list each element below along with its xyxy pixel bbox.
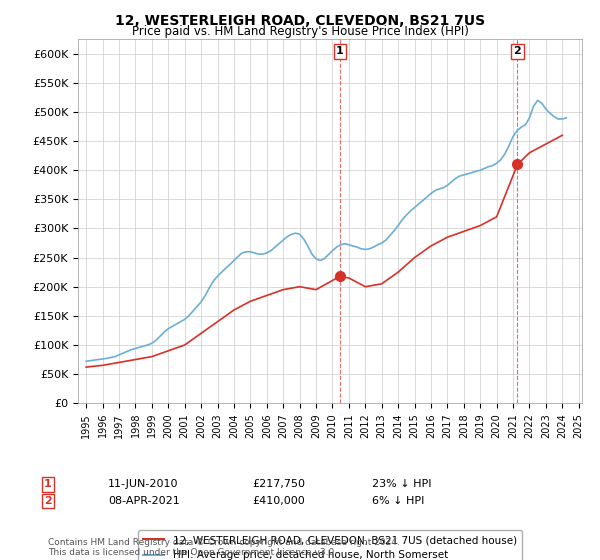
- Text: 1: 1: [336, 46, 344, 57]
- Text: 12, WESTERLEIGH ROAD, CLEVEDON, BS21 7US: 12, WESTERLEIGH ROAD, CLEVEDON, BS21 7US: [115, 14, 485, 28]
- Text: 11-JUN-2010: 11-JUN-2010: [108, 479, 179, 489]
- Text: Contains HM Land Registry data © Crown copyright and database right 2024.
This d: Contains HM Land Registry data © Crown c…: [48, 538, 400, 557]
- Text: £410,000: £410,000: [252, 496, 305, 506]
- Text: 6% ↓ HPI: 6% ↓ HPI: [372, 496, 424, 506]
- Text: 2: 2: [514, 46, 521, 57]
- Text: 2: 2: [44, 496, 52, 506]
- Legend: 12, WESTERLEIGH ROAD, CLEVEDON, BS21 7US (detached house), HPI: Average price, d: 12, WESTERLEIGH ROAD, CLEVEDON, BS21 7US…: [138, 530, 522, 560]
- Text: 08-APR-2021: 08-APR-2021: [108, 496, 180, 506]
- Text: 23% ↓ HPI: 23% ↓ HPI: [372, 479, 431, 489]
- Text: 1: 1: [44, 479, 52, 489]
- Text: Price paid vs. HM Land Registry's House Price Index (HPI): Price paid vs. HM Land Registry's House …: [131, 25, 469, 38]
- Text: £217,750: £217,750: [252, 479, 305, 489]
